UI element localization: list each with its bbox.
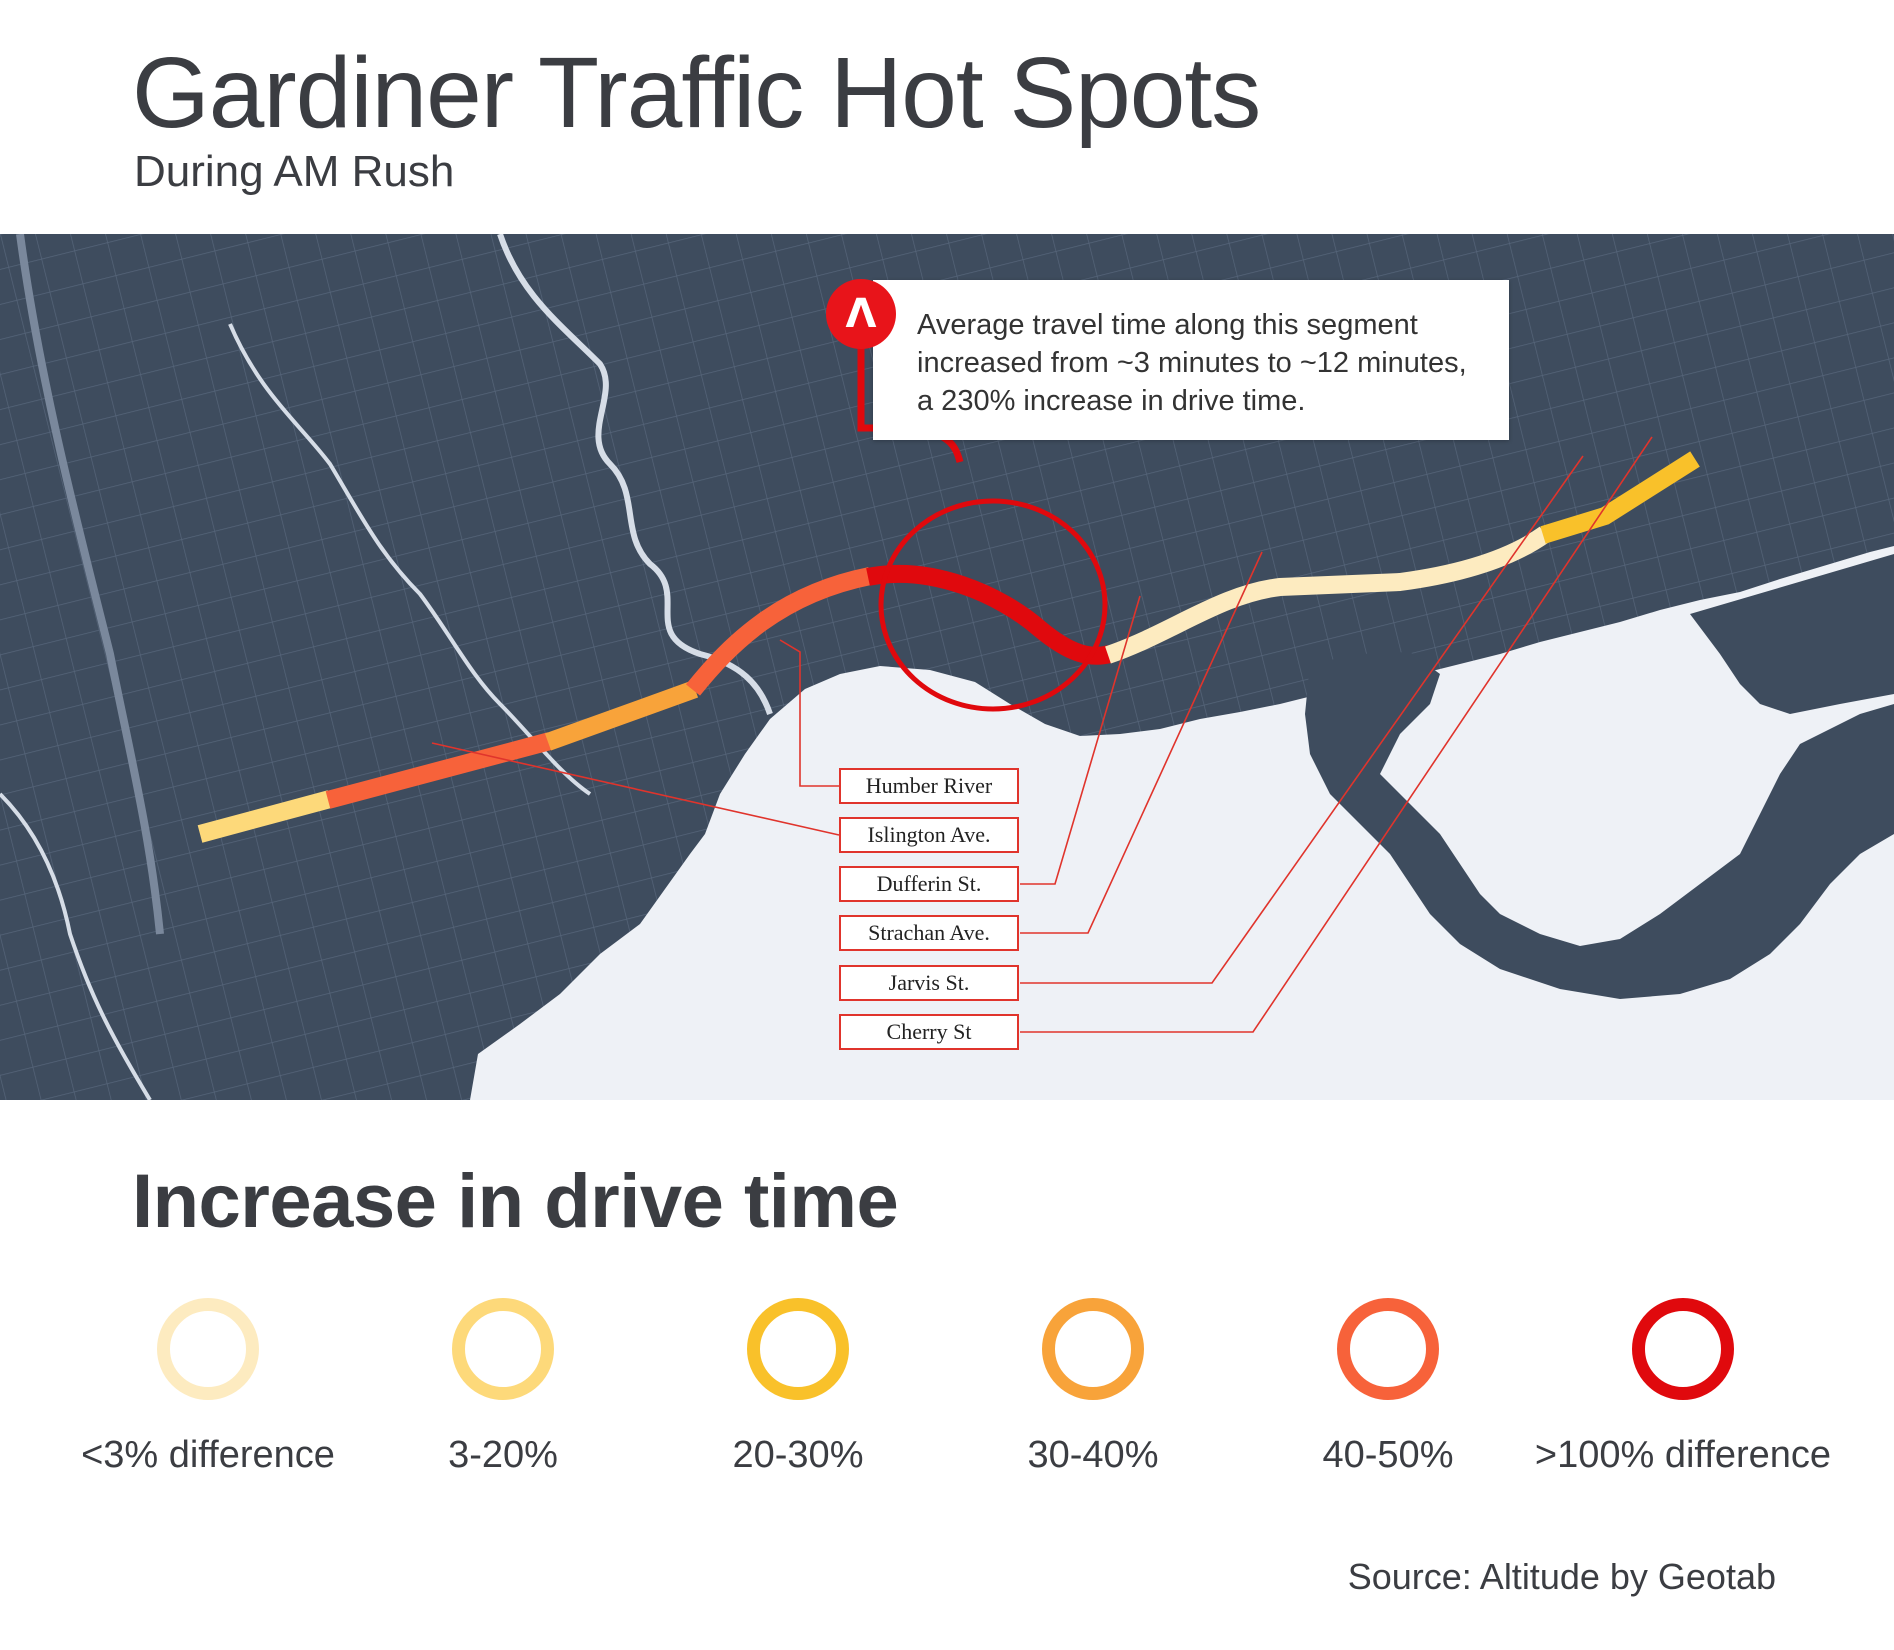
legend-label: 40-50% [1322, 1434, 1454, 1476]
legend-item-30-40: 30-40% [933, 1298, 1253, 1498]
legend-ring-icon [1632, 1298, 1734, 1400]
segment-park-lawn[interactable] [544, 680, 699, 751]
port-lands [1690, 554, 1894, 714]
label-humber-river[interactable]: Humber River [839, 768, 1019, 804]
legend-item-gt100: >100% difference [1523, 1298, 1843, 1498]
segment-islington[interactable] [325, 732, 553, 809]
legend-ring-icon [157, 1298, 259, 1400]
toronto-islands [1305, 652, 1894, 999]
label-jarvis-st[interactable]: Jarvis St. [839, 965, 1019, 1001]
segment-east[interactable] [1540, 451, 1700, 544]
gardiner-expressway [197, 451, 1700, 843]
hot-spot-ring [878, 498, 1108, 712]
page-subtitle: During AM Rush [134, 147, 455, 196]
legend-label: <3% difference [81, 1434, 335, 1476]
legend-item-lt3: <3% difference [48, 1298, 368, 1498]
page-title: Gardiner Traffic Hot Spots [132, 37, 1261, 149]
legend-label: 3-20% [448, 1434, 558, 1476]
legend-label: 30-40% [1027, 1434, 1159, 1476]
legend-item-3-20: 3-20% [343, 1298, 663, 1498]
callout-box: Average travel time along this segment i… [873, 280, 1509, 440]
humber-river [497, 234, 773, 715]
legend-label: 20-30% [732, 1434, 864, 1476]
legend-ring-icon [452, 1298, 554, 1400]
legend-ring-icon [1042, 1298, 1144, 1400]
mimico-creek [228, 323, 592, 796]
legend-ring-icon [747, 1298, 849, 1400]
callout-badge-icon: Λ [826, 279, 896, 349]
callout-text: Average travel time along this segment i… [917, 309, 1467, 417]
legend-item-20-30: 20-30% [638, 1298, 958, 1498]
segment-hot-spot[interactable] [866, 564, 1113, 665]
label-islington-ave[interactable]: Islington Ave. [839, 817, 1019, 853]
legend-title: Increase in drive time [132, 1159, 899, 1244]
segment-central[interactable] [1105, 526, 1551, 664]
segment-humber[interactable] [685, 567, 872, 696]
map[interactable]: Average travel time along this segment i… [0, 234, 1894, 1100]
legend-item-40-50: 40-50% [1228, 1298, 1548, 1498]
label-cherry-st[interactable]: Cherry St [839, 1014, 1019, 1050]
etobicoke-creek [0, 792, 152, 1100]
leader-lines [431, 436, 1653, 1033]
legend-ring-icon [1337, 1298, 1439, 1400]
source-credit: Source: Altitude by Geotab [1347, 1556, 1776, 1597]
label-dufferin-st[interactable]: Dufferin St. [839, 866, 1019, 902]
segment-west-end[interactable] [197, 790, 333, 843]
label-strachan-ave[interactable]: Strachan Ave. [839, 915, 1019, 951]
highway-427 [16, 234, 164, 935]
legend-label: >100% difference [1534, 1434, 1832, 1476]
